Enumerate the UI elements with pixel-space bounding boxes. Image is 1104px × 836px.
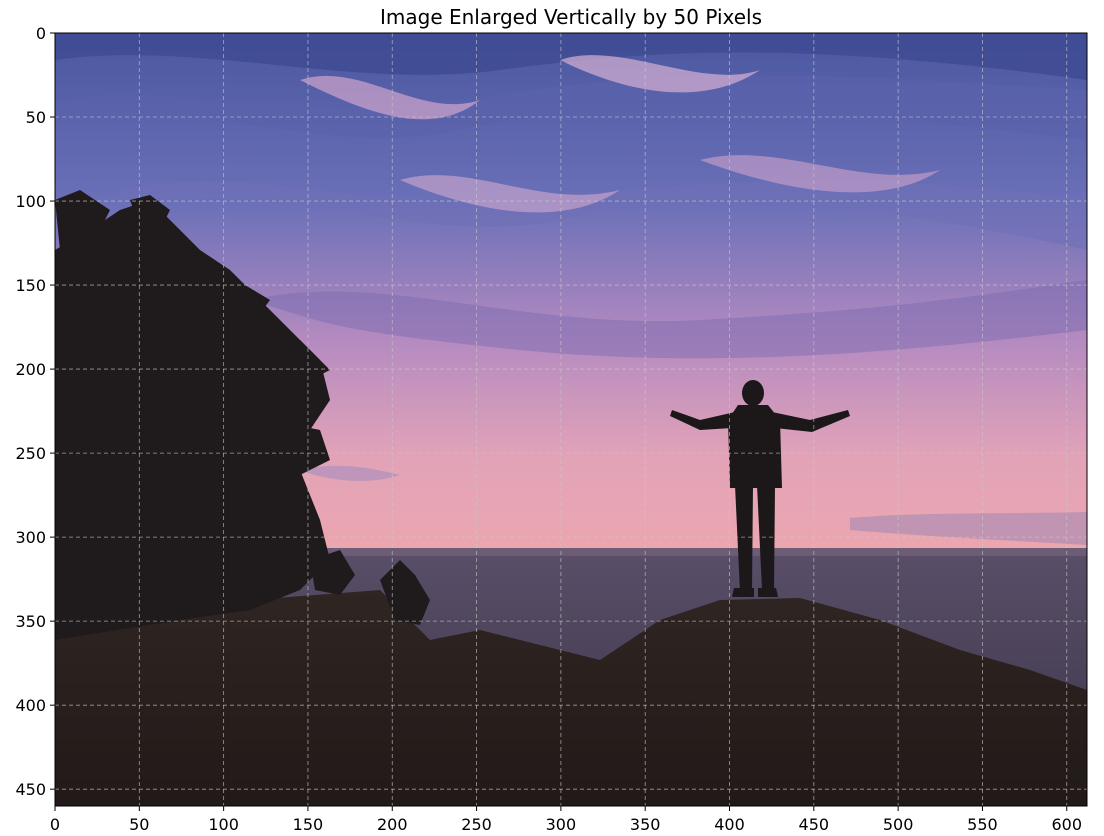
- y-tick-label: 250: [15, 444, 46, 463]
- x-tick-label: 50: [129, 815, 149, 834]
- clouds: [55, 33, 1087, 545]
- x-tick-label: 250: [461, 815, 492, 834]
- y-tick-label: 50: [26, 108, 46, 127]
- axes-frame: [54, 32, 1088, 807]
- y-tick-label: 450: [15, 780, 46, 799]
- x-tick-label: 100: [208, 815, 239, 834]
- sunset-photo: [55, 33, 1087, 806]
- rocky-cliff: [55, 590, 1087, 806]
- x-tick-label: 500: [883, 815, 914, 834]
- x-tick-label: 350: [630, 815, 661, 834]
- y-tick-label: 150: [15, 276, 46, 295]
- x-tick-label: 400: [714, 815, 745, 834]
- chart-title: Image Enlarged Vertically by 50 Pixels: [380, 5, 762, 29]
- x-tick-label: 600: [1051, 815, 1082, 834]
- x-tick-label: 200: [377, 815, 408, 834]
- y-axis-ticks: 0 50 100 150 200 250 300 350 400 450: [15, 24, 55, 799]
- y-tick-label: 350: [15, 612, 46, 631]
- x-tick-label: 300: [546, 815, 577, 834]
- y-tick-label: 0: [36, 24, 46, 43]
- pine-tree-silhouette: [55, 190, 430, 640]
- y-tick-label: 300: [15, 528, 46, 547]
- x-tick-label: 450: [799, 815, 830, 834]
- y-tick-label: 100: [15, 192, 46, 211]
- person-silhouette: [670, 380, 850, 597]
- y-tick-label: 200: [15, 360, 46, 379]
- x-tick-label: 150: [293, 815, 324, 834]
- x-axis-ticks: 0 50 100 150 200 250 300 350 400 450 500 550 600: [50, 806, 1082, 834]
- x-tick-label: 550: [967, 815, 998, 834]
- x-tick-label: 0: [50, 815, 60, 834]
- gridlines: [55, 33, 1087, 806]
- y-tick-label: 400: [15, 696, 46, 715]
